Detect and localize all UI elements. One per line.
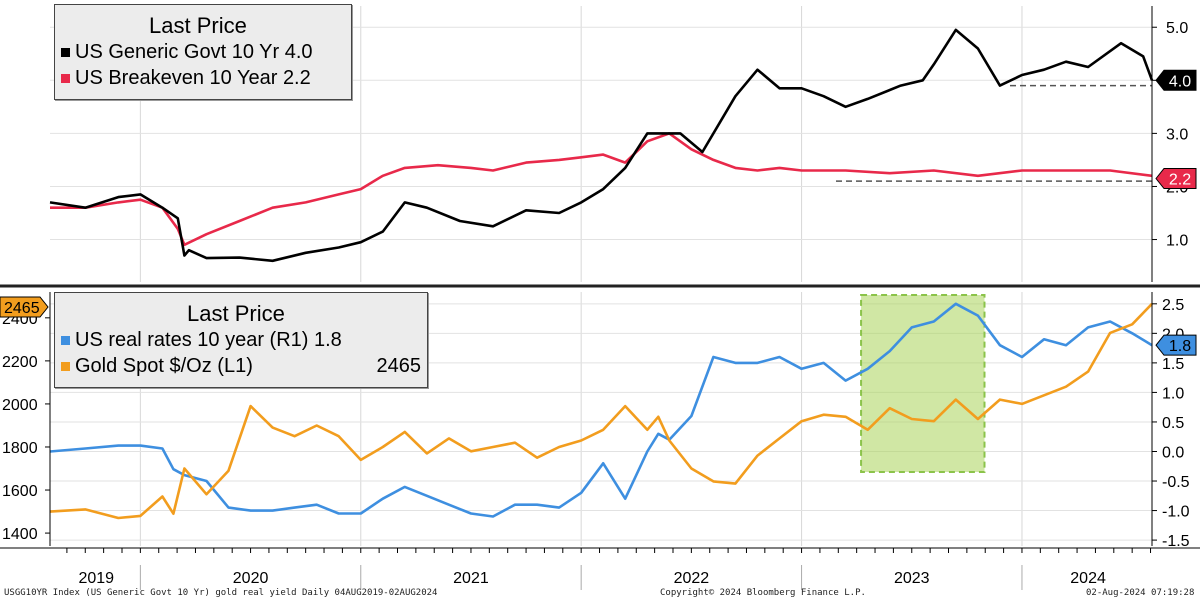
bottom-right-tick-label-6: 1.5 (1162, 356, 1184, 373)
x-year-label-2022: 2022 (674, 570, 710, 587)
bottom-legend-title: Last Price (187, 301, 285, 326)
govt-value-tag-text: 4.0 (1169, 73, 1191, 90)
bottom-left-tick-label-0: 1400 (2, 526, 38, 543)
bottom-right-tick-label-5: 1.0 (1162, 385, 1184, 402)
top-legend-row-govt: US Generic Govt 10 Yr 4.0 (61, 41, 313, 64)
bottom-right-tick-label-4: 0.5 (1162, 415, 1184, 432)
gold-swatch (61, 362, 70, 371)
highlight-region (860, 294, 986, 473)
bottom-right-tick-label-2: -0.5 (1162, 474, 1190, 491)
real-rates-line (49, 302, 1153, 518)
bottom-left-tick-label-4: 2200 (2, 354, 38, 371)
top-legend-title: Last Price (149, 13, 247, 38)
top-ytick-label-2: 3.0 (1166, 126, 1188, 143)
bottom-legend-row-gold: Gold Spot $/Oz (L1) 2465 (61, 355, 421, 378)
govt-value-tag-bg (1155, 69, 1197, 91)
govt-swatch (61, 48, 70, 57)
gold-value-tag-text: 2465 (4, 300, 40, 317)
breakeven-value-tag-text: 2.2 (1169, 172, 1191, 189)
realrates-series-name: US real rates 10 year (R1) (75, 329, 309, 351)
x-year-label-2021: 2021 (453, 570, 489, 587)
top-legend-row-breakeven: US Breakeven 10 Year 2.2 (61, 67, 311, 90)
x-year-label-2020: 2020 (233, 570, 269, 587)
breakeven-line (50, 132, 1153, 247)
bottom-right-tick-label-1: -1.0 (1162, 504, 1190, 521)
realrates-value-tag-text: 1.8 (1169, 338, 1191, 355)
breakeven-last-value: 2.2 (282, 67, 311, 89)
realrates-value-tag-bg (1155, 334, 1197, 356)
x-year-label-2023: 2023 (894, 570, 930, 587)
footer-copyright: Copyright© 2024 Bloomberg Finance L.P. (660, 588, 866, 598)
bottom-legend-row-realrates: US real rates 10 year (R1) 1.8 (61, 329, 342, 352)
footer-timestamp: 02-Aug-2024 07:19:28 (1086, 588, 1195, 598)
bottom-left-tick-label-2: 1800 (2, 440, 38, 457)
bottom-right-tick-label-3: 0.0 (1162, 444, 1184, 461)
gold-series-name: Gold Spot $/Oz (L1) (75, 355, 253, 377)
bottom-right-tick-label-8: 2.5 (1162, 297, 1184, 314)
top-ytick-label-4: 5.0 (1166, 20, 1188, 37)
bottom-right-tick-label-0: -1.5 (1162, 533, 1190, 550)
bottom-left-tick-label-3: 2000 (2, 397, 38, 414)
govt-series-name: US Generic Govt 10 Yr (75, 41, 280, 63)
gold-spot-line (49, 302, 1153, 520)
realrates-swatch (61, 336, 70, 345)
realrates-last-value: 1.8 (313, 329, 342, 351)
top-ytick-label-0: 1.0 (1166, 233, 1188, 250)
x-year-label-2024: 2024 (1070, 570, 1106, 587)
bottom-legend: Last Price US real rates 10 year (R1) 1.… (54, 292, 428, 388)
breakeven-value-tag-bg (1155, 168, 1197, 189)
top-legend: Last Price US Generic Govt 10 Yr 4.0 US … (54, 4, 352, 100)
x-year-label-2019: 2019 (78, 570, 114, 587)
bottom-left-tick-label-1: 1600 (2, 483, 38, 500)
gold-last-value: 2465 (376, 355, 422, 377)
govt-last-value: 4.0 (284, 41, 313, 63)
breakeven-series-name: US Breakeven 10 Year (75, 67, 278, 89)
govt-10yr-line (49, 28, 1154, 263)
breakeven-swatch (61, 74, 70, 83)
footer-source: USGG10YR Index (US Generic Govt 10 Yr) g… (4, 588, 438, 598)
gold-value-tag-bg (0, 296, 49, 318)
